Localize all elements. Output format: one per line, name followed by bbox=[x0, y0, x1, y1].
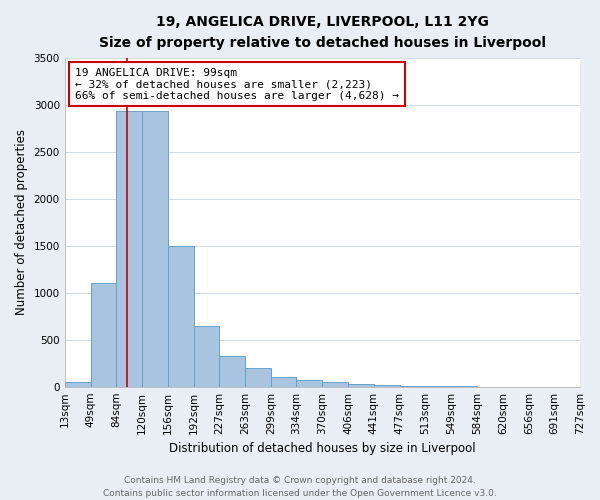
Bar bbox=[271, 378, 296, 386]
Bar bbox=[245, 368, 271, 386]
Bar bbox=[194, 326, 219, 386]
Bar bbox=[91, 284, 116, 387]
Bar bbox=[142, 112, 168, 386]
Y-axis label: Number of detached properties: Number of detached properties bbox=[15, 129, 28, 315]
Text: Contains HM Land Registry data © Crown copyright and database right 2024.
Contai: Contains HM Land Registry data © Crown c… bbox=[103, 476, 497, 498]
Bar bbox=[219, 356, 245, 386]
Bar bbox=[65, 382, 91, 386]
Bar bbox=[168, 246, 194, 386]
Text: 19 ANGELICA DRIVE: 99sqm
← 32% of detached houses are smaller (2,223)
66% of sem: 19 ANGELICA DRIVE: 99sqm ← 32% of detach… bbox=[75, 68, 399, 101]
Bar bbox=[349, 384, 374, 386]
Title: 19, ANGELICA DRIVE, LIVERPOOL, L11 2YG
Size of property relative to detached hou: 19, ANGELICA DRIVE, LIVERPOOL, L11 2YG S… bbox=[99, 15, 546, 50]
Bar bbox=[322, 382, 349, 386]
Bar bbox=[296, 380, 322, 386]
X-axis label: Distribution of detached houses by size in Liverpool: Distribution of detached houses by size … bbox=[169, 442, 476, 455]
Bar bbox=[116, 112, 142, 386]
Bar bbox=[374, 385, 400, 386]
